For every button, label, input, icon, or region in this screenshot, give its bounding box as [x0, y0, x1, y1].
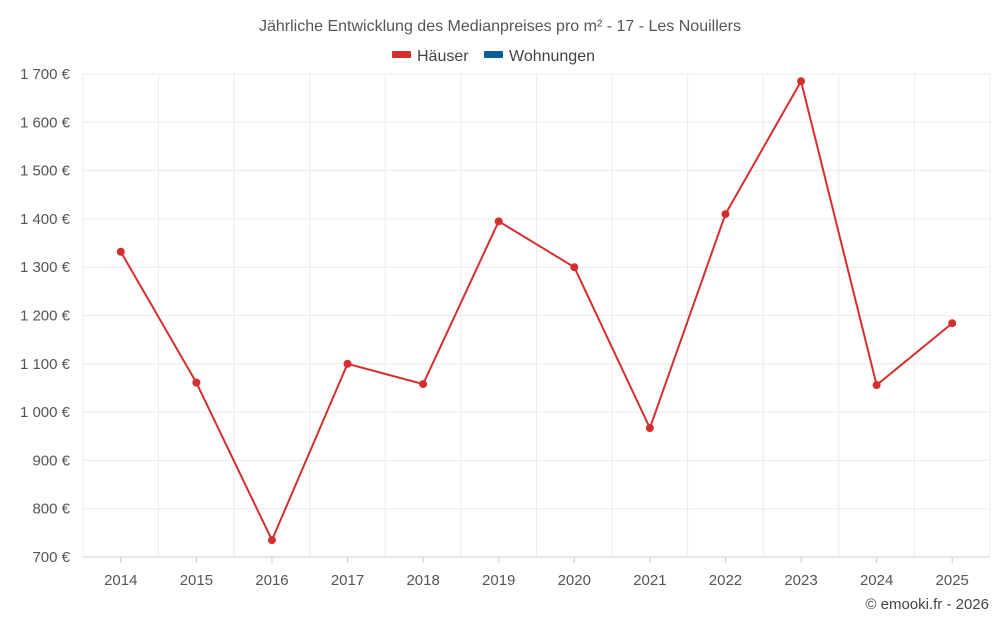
x-tick-label: 2014 [104, 572, 137, 589]
y-tick-label: 1 300 € [20, 259, 71, 276]
x-tick-label: 2016 [255, 572, 288, 589]
series-line-0 [119, 80, 953, 542]
legend-swatch-1 [484, 51, 503, 58]
data-point[interactable] [192, 378, 201, 387]
y-tick-label: 700 € [32, 549, 70, 566]
data-point[interactable] [645, 424, 654, 433]
legend-label-1[interactable]: Wohnungen [509, 48, 595, 65]
credit-text: © emooki.fr - 2026 [865, 596, 989, 613]
legend-swatch-0 [392, 51, 411, 58]
y-tick-label: 900 € [32, 452, 70, 469]
y-tick-label: 1 100 € [20, 356, 71, 373]
x-tick-label: 2020 [558, 572, 591, 589]
data-point[interactable] [721, 210, 730, 219]
data-point[interactable] [570, 263, 579, 272]
y-tick-label: 1 500 € [20, 163, 71, 180]
y-tick-label: 1 000 € [20, 404, 71, 421]
data-point[interactable] [872, 381, 881, 390]
y-tick-label: 1 600 € [20, 114, 71, 131]
data-point[interactable] [494, 217, 503, 226]
x-tick-label: 2018 [406, 572, 439, 589]
x-tick-label: 2023 [784, 572, 817, 589]
data-point[interactable] [419, 380, 428, 389]
x-tick-label: 2024 [860, 572, 893, 589]
data-point[interactable] [948, 319, 957, 328]
data-point[interactable] [116, 247, 125, 256]
series-layer [116, 77, 957, 545]
x-tick-label: 2021 [633, 572, 666, 589]
data-point[interactable] [267, 536, 276, 545]
data-point[interactable] [797, 77, 806, 86]
grid [82, 73, 991, 558]
legend: Häuser Wohnungen [392, 48, 595, 65]
x-axis: 2014 2015 2016 2017 2018 2019 2020 2021 2022 2023… [104, 557, 969, 589]
data-point[interactable] [343, 359, 352, 368]
x-tick-label: 2015 [180, 572, 213, 589]
y-tick-label: 1 400 € [20, 211, 71, 228]
y-axis: 700 € 800 € 900 € 1 000 € 1 100 € 1 200 € 1 30… [20, 66, 71, 566]
legend-label-0[interactable]: Häuser [417, 48, 469, 65]
x-tick-label: 2022 [709, 572, 742, 589]
chart-title: Jährliche Entwicklung des Medianpreises … [259, 18, 741, 35]
y-tick-label: 800 € [32, 501, 70, 518]
x-tick-label: 2019 [482, 572, 515, 589]
y-tick-label: 1 200 € [20, 308, 71, 325]
x-tick-label: 2017 [331, 572, 364, 589]
x-tick-label: 2025 [936, 572, 969, 589]
y-tick-label: 1 700 € [20, 66, 71, 83]
